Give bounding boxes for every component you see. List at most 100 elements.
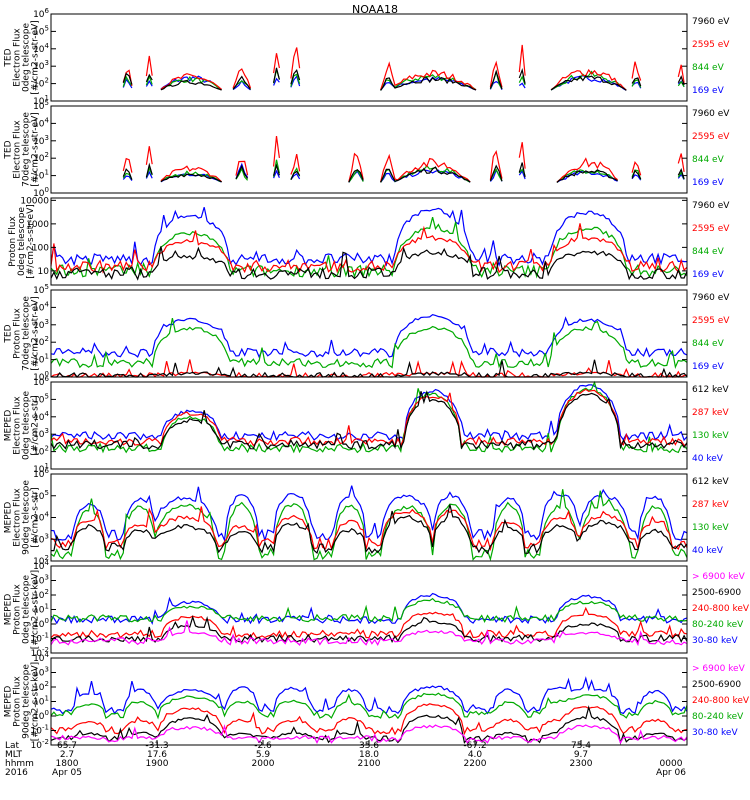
series-7960-eV [290,69,301,85]
x-tick-label: 2100 [358,759,381,769]
legend-entry: 844 eV [692,155,725,165]
series-169-eV [518,169,526,180]
series-169-eV [50,314,688,359]
series-169-eV [145,79,153,87]
series-30-80-keV [50,592,688,625]
x-tick-label: 1900 [146,759,169,769]
legend-entry: 130 keV [692,523,729,533]
x-tick-label: 1800 [56,759,79,769]
x-tick-label: 65.7 [57,741,77,751]
y-axis-label-line: 90deg telescope [22,480,32,555]
series-2595-eV [160,73,222,90]
axis-row-label: Lat [5,741,20,751]
legend-entry: 240-800 keV [692,696,750,706]
y-axis-label: Proton Flux0deg telescope[#/cm2-s-str-eV… [8,204,36,279]
legend-entry: 40 keV [692,546,724,556]
x-tick-label: -31.3 [145,741,168,751]
y-tick-exponent: 2 [45,77,49,85]
x-tick-label: 17.6 [147,750,167,760]
series-2595-eV [232,68,252,89]
legend-entry: 7960 eV [692,17,730,27]
series-2595-eV [273,136,280,167]
x-tick-label: Apr 05 [52,768,82,778]
series-2595-eV [160,165,223,183]
y-tick-exponent: 6 [45,467,50,475]
y-axis-label-line: MEPED [4,686,14,718]
axis-row-label: hhmm [5,759,34,769]
y-axis-label-line: Proton Flux [13,584,23,635]
series-7960-eV [631,169,642,180]
y-tick-exponent: 0 [45,709,49,717]
y-axis-label-line: MEPED [4,594,14,626]
y-axis-label-line: Electron Flux [13,28,23,87]
y-tick-exponent: -2 [42,738,49,746]
legend-entry: 7960 eV [692,201,730,211]
y-tick-exponent: 1 [45,462,49,470]
y-axis-label-line: 0deg telescope [22,575,32,645]
series-7960-eV [235,164,249,180]
legend-entry: 169 eV [692,178,725,188]
y-tick-exponent: 5 [45,283,49,291]
x-tick-label: 5.9 [256,750,271,760]
y-tick-exponent: 1 [45,353,49,361]
legend-entry: 287 keV [692,408,729,418]
y-tick-exponent: -1 [42,724,49,732]
y-axis-label: MEPEDElectron Flux0deg telescope[#/cm2-s… [4,391,41,461]
y-tick-exponent: 0 [45,617,49,625]
panel-frame [50,197,688,286]
series-2595-eV [145,146,153,165]
panel-frame [50,105,688,194]
y-tick-exponent: 2 [45,554,49,562]
series-240-800-keV [50,703,688,736]
legend-entry: 240-800 keV [692,604,750,614]
series-844-eV [348,169,364,183]
y-tick-exponent: 5 [45,99,49,107]
y-tick-exponent: 1 [45,603,49,611]
series-130-keV [50,380,688,454]
series-2595-eV [631,61,642,81]
y-tick-exponent: 4 [45,42,50,50]
y-axis-label-line: 0deg telescope [22,23,32,93]
y-axis-label-line: 70deg telescope [22,112,32,187]
x-tick-label: -2.6 [254,741,272,751]
y-tick-exponent: 5 [45,489,49,497]
y-tick-exponent: 2 [45,151,49,159]
y-axis-label-line: Electron Flux [13,396,23,455]
x-tick-label: 4.0 [468,750,483,760]
y-tick-exponent: 4 [45,116,50,124]
series-2595-eV [677,64,685,83]
legend-entry: 169 eV [692,362,725,372]
y-axis-label-line: [#/cm2-s-str] [31,395,41,455]
series-2595-eV [380,61,477,91]
x-tick-label: 9.7 [574,750,588,760]
y-axis-label-line: 0deg telescope [22,391,32,461]
legend-entry: 844 eV [692,247,725,257]
y-tick-exponent: 0 [45,370,49,378]
y-tick-exponent: 3 [45,574,49,582]
y-tick-exponent: 2 [45,588,49,596]
series-169-eV [518,82,526,89]
series-2595-eV [50,223,688,274]
x-tick-label: 75.4 [571,741,591,751]
legend-entry: 2595 eV [692,316,730,326]
y-tick-exponent: 4 [45,300,50,308]
y-axis-label-line: TED [4,48,14,67]
y-axis-label-line: MEPED [4,410,14,442]
y-axis-label-line: [#/cm2-s-str-keV] [31,662,41,741]
legend-entry: 7960 eV [692,293,730,303]
series-2595-eV [380,153,471,183]
series-169-eV [273,77,280,86]
series-7960-eV [631,77,642,87]
series-7960-eV [145,73,153,83]
y-axis-label-line: [#/cm2-s-str-eV] [26,204,36,279]
y-tick-label: 10000 [20,196,49,206]
series-2595-eV [348,152,364,183]
y-tick-exponent: -2 [42,646,49,654]
series-2595-eV [677,153,685,172]
legend-entry: 844 eV [692,339,725,349]
series-169-eV [273,169,280,179]
